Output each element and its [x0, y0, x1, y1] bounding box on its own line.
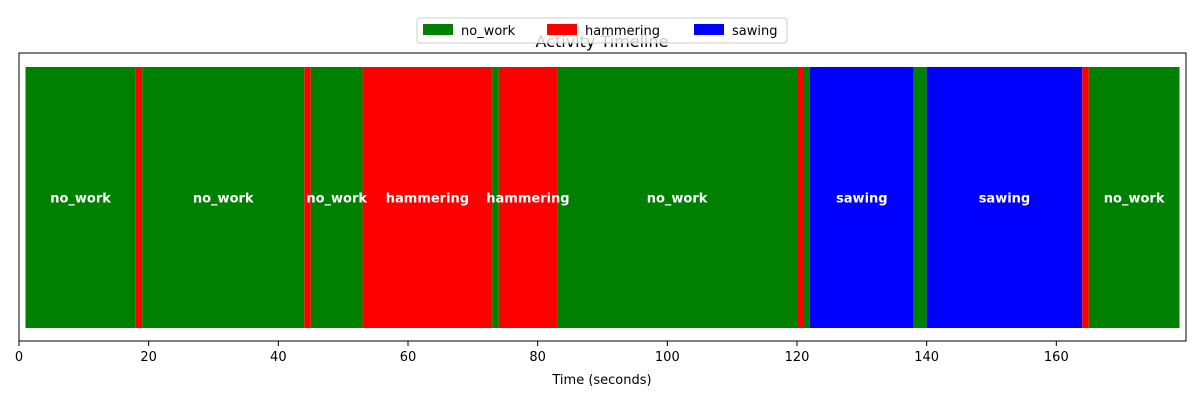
x-tick-label: 40 — [270, 350, 287, 365]
legend-label-sawing: sawing — [732, 24, 777, 39]
segment-bar-no_work — [142, 67, 305, 328]
legend: no_work hammering sawing — [416, 17, 788, 44]
legend-items: no_work hammering sawing — [423, 24, 777, 39]
x-tick-label: 100 — [655, 350, 680, 365]
legend-label-hammering: hammering — [585, 24, 660, 39]
x-tick-label: 120 — [785, 350, 810, 365]
segment-bar-no_work — [25, 67, 136, 328]
legend-swatch-hammering — [547, 24, 577, 35]
segment-label: sawing — [979, 192, 1031, 207]
segment-bar-hammering — [498, 67, 558, 328]
segment-label: no_work — [50, 192, 111, 207]
segment-label: no_work — [193, 192, 254, 207]
x-tick-label: 80 — [529, 350, 546, 365]
segment-bar-hammering — [135, 67, 143, 328]
segment-label: hammering — [386, 192, 469, 207]
segment-label: sawing — [836, 192, 888, 207]
segment-bar-no_work — [310, 67, 363, 328]
x-axis-ticks: 0 20 40 60 80 100 120 140 160 — [15, 341, 1069, 365]
x-axis-label: Time (seconds) — [551, 373, 651, 388]
timeline-bars — [25, 67, 1180, 328]
legend-swatch-no_work — [423, 24, 453, 35]
segment-bar-no_work — [492, 67, 499, 328]
segment-bar-no_work — [803, 67, 810, 328]
segment-bar-no_work — [1088, 67, 1180, 328]
x-tick-label: 20 — [140, 350, 157, 365]
segment-labels: no_work no_work no_work hammering hammering n… — [50, 192, 1165, 207]
segment-bar-no_work — [913, 67, 927, 328]
x-tick-label: 60 — [400, 350, 417, 365]
legend-swatch-sawing — [694, 24, 724, 35]
segment-label: hammering — [486, 192, 569, 207]
segment-bar-no_work — [557, 67, 797, 328]
x-tick-label: 140 — [914, 350, 939, 365]
segment-bar-hammering — [1082, 67, 1089, 328]
segment-bar-hammering — [304, 67, 311, 328]
segment-label: no_work — [306, 192, 367, 207]
segment-bar-hammering — [362, 67, 493, 328]
segment-bar-hammering — [797, 67, 804, 328]
segment-bar-sawing — [809, 67, 914, 328]
segment-label: no_work — [1104, 192, 1165, 207]
legend-label-no_work: no_work — [461, 24, 516, 39]
x-tick-label: 160 — [1044, 350, 1069, 365]
x-tick-label: 0 — [15, 350, 23, 365]
segment-bar-sawing — [926, 67, 1083, 328]
segment-label: no_work — [647, 192, 708, 207]
plot-frame — [18, 52, 1187, 342]
